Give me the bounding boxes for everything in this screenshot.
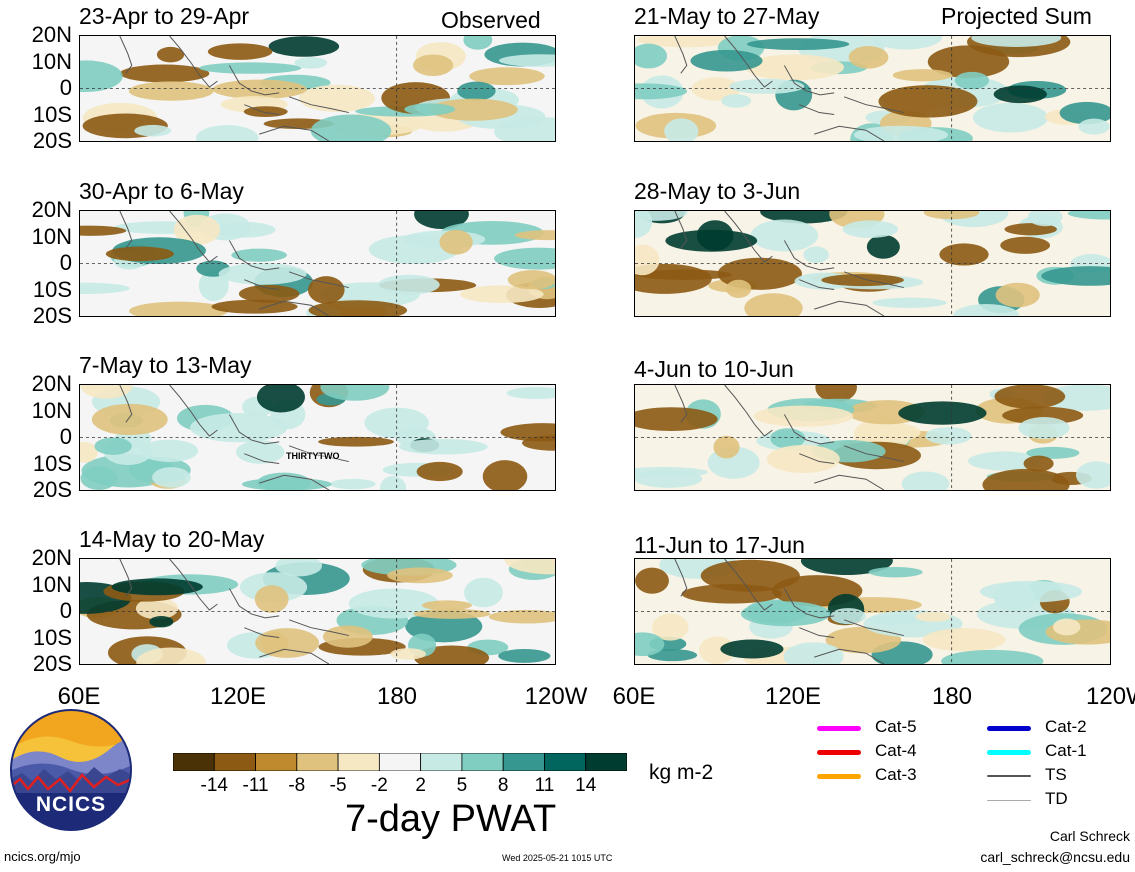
legend-label-cat-1: Cat-1 bbox=[1045, 741, 1087, 760]
legend-swatch-cat-5 bbox=[817, 726, 861, 731]
lat-label-row2: 20N bbox=[31, 197, 72, 222]
lat-label-row1: 20S bbox=[32, 128, 72, 153]
lon-label-120e-right: 120E bbox=[764, 683, 822, 710]
legend-label-cat-4: Cat-4 bbox=[875, 741, 917, 760]
colorbar-swatch bbox=[544, 752, 587, 772]
map-panel-2 bbox=[79, 210, 556, 317]
panel-title-1: 23-Apr to 29-Apr bbox=[79, 3, 250, 29]
colorbar-swatch bbox=[337, 752, 380, 772]
panel-title-3: 7-May to 13-May bbox=[79, 352, 252, 378]
colorbar-swatch bbox=[585, 752, 628, 772]
panel-title-6: 28-May to 3-Jun bbox=[634, 178, 801, 204]
lat-label-row1: 20N bbox=[31, 22, 72, 47]
legend-swatch-cat-1 bbox=[987, 750, 1031, 755]
colorbar-tick-label: 5 bbox=[456, 775, 468, 796]
map-panel-4 bbox=[79, 558, 556, 665]
legend-label-ts: TS bbox=[1045, 765, 1067, 784]
colorbar-tick-label: 14 bbox=[575, 775, 597, 796]
lon-label-120e-left: 120E bbox=[209, 683, 267, 710]
lat-label-row3: 20S bbox=[32, 477, 72, 502]
colorbar-tick-label: 11 bbox=[534, 775, 555, 796]
lat-label-row3: 10N bbox=[31, 397, 72, 423]
map-panel-6 bbox=[634, 210, 1111, 317]
ncics-logo: NCICS bbox=[10, 709, 132, 831]
legend-swatch-cat-3 bbox=[817, 774, 861, 779]
lon-label-120w-left: 120W bbox=[524, 683, 588, 710]
lat-label-row1: 10S bbox=[32, 101, 72, 127]
lat-label-row4: 20S bbox=[32, 651, 72, 676]
panel-title-4: 14-May to 20-May bbox=[79, 526, 265, 552]
legend-label-cat-3: Cat-3 bbox=[875, 765, 917, 784]
lat-label-row2: 0 bbox=[59, 250, 72, 275]
colorbar-swatch bbox=[420, 752, 463, 772]
legend-swatch-ts bbox=[987, 775, 1031, 777]
colorbar-swatch bbox=[296, 752, 339, 772]
colorbar-swatch bbox=[378, 752, 422, 772]
colorbar-swatch bbox=[213, 752, 256, 772]
lat-label-row2: 20S bbox=[32, 303, 72, 328]
colorbar-tick-label: -11 bbox=[242, 775, 269, 796]
lat-label-row1: 10N bbox=[31, 48, 72, 74]
footer-timestamp: Wed 2025-05-21 1015 UTC bbox=[502, 853, 613, 863]
lon-label-120w-right: 120W bbox=[1086, 683, 1135, 710]
storm-label-thirtytwo: THIRTYTWO bbox=[286, 451, 340, 461]
footer-email: carl_schreck@ncsu.edu bbox=[980, 849, 1130, 865]
lat-label-row4: 0 bbox=[59, 598, 72, 623]
colorbar-tick-label: 8 bbox=[497, 775, 509, 796]
colorbar-swatch bbox=[172, 752, 215, 772]
legend-label-td: TD bbox=[1045, 789, 1068, 808]
legend-label-cat-5: Cat-5 bbox=[875, 717, 917, 736]
panel-title-2: 30-Apr to 6-May bbox=[79, 178, 244, 204]
colorbar bbox=[172, 752, 628, 772]
lat-label-row1: 0 bbox=[59, 75, 72, 100]
lat-label-row4: 10N bbox=[31, 571, 72, 597]
colorbar-tick-label: -2 bbox=[370, 775, 388, 796]
lat-label-row2: 10N bbox=[31, 223, 72, 249]
panel-title-7: 4-Jun to 10-Jun bbox=[634, 356, 794, 382]
footer-author: Carl Schreck bbox=[1049, 828, 1130, 844]
lon-label-180-right: 180 bbox=[931, 683, 973, 710]
map-panel-1 bbox=[79, 35, 556, 142]
legend-swatch-cat-4 bbox=[817, 750, 861, 755]
colorbar-title: 7-day PWAT bbox=[345, 798, 557, 840]
lat-label-row3: 0 bbox=[59, 424, 72, 449]
legend-label-cat-2: Cat-2 bbox=[1045, 717, 1087, 736]
legend-swatch-cat-2 bbox=[987, 726, 1031, 731]
lat-label-row3: 10S bbox=[32, 450, 72, 476]
map-panel-8 bbox=[634, 558, 1111, 665]
colorbar-swatch bbox=[255, 752, 298, 772]
lon-label-60e-left: 60E bbox=[57, 683, 101, 710]
observed-label: Observed bbox=[441, 7, 541, 33]
ncics-logo-text: NCICS bbox=[35, 793, 107, 816]
lat-label-row3: 20N bbox=[31, 371, 72, 396]
colorbar-bar bbox=[172, 752, 628, 772]
legend-swatch-td bbox=[987, 800, 1031, 801]
colorbar-tick-label: 2 bbox=[415, 775, 426, 796]
lat-label-row2: 10S bbox=[32, 276, 72, 302]
colorbar-tick-label: -8 bbox=[288, 775, 306, 796]
map-panel-3 bbox=[79, 384, 556, 491]
panel-title-8: 11-Jun to 17-Jun bbox=[634, 532, 805, 558]
lat-label-row4: 20N bbox=[31, 545, 72, 570]
map-panel-5 bbox=[634, 35, 1111, 142]
projected-sum-label: Projected Sum bbox=[941, 3, 1092, 29]
lon-label-60e-right: 60E bbox=[612, 683, 656, 710]
panel-title-5: 21-May to 27-May bbox=[634, 3, 820, 29]
lon-label-180-left: 180 bbox=[376, 683, 418, 710]
colorbar-swatch bbox=[502, 752, 545, 772]
colorbar-units: kg m-2 bbox=[649, 761, 714, 784]
map-panel-7 bbox=[634, 384, 1111, 491]
colorbar-tick-label: -5 bbox=[329, 775, 347, 796]
footer-site: ncics.org/mjo bbox=[4, 849, 81, 864]
colorbar-tick-label: -14 bbox=[200, 775, 228, 796]
colorbar-swatch bbox=[461, 752, 504, 772]
lat-label-row4: 10S bbox=[32, 624, 72, 650]
